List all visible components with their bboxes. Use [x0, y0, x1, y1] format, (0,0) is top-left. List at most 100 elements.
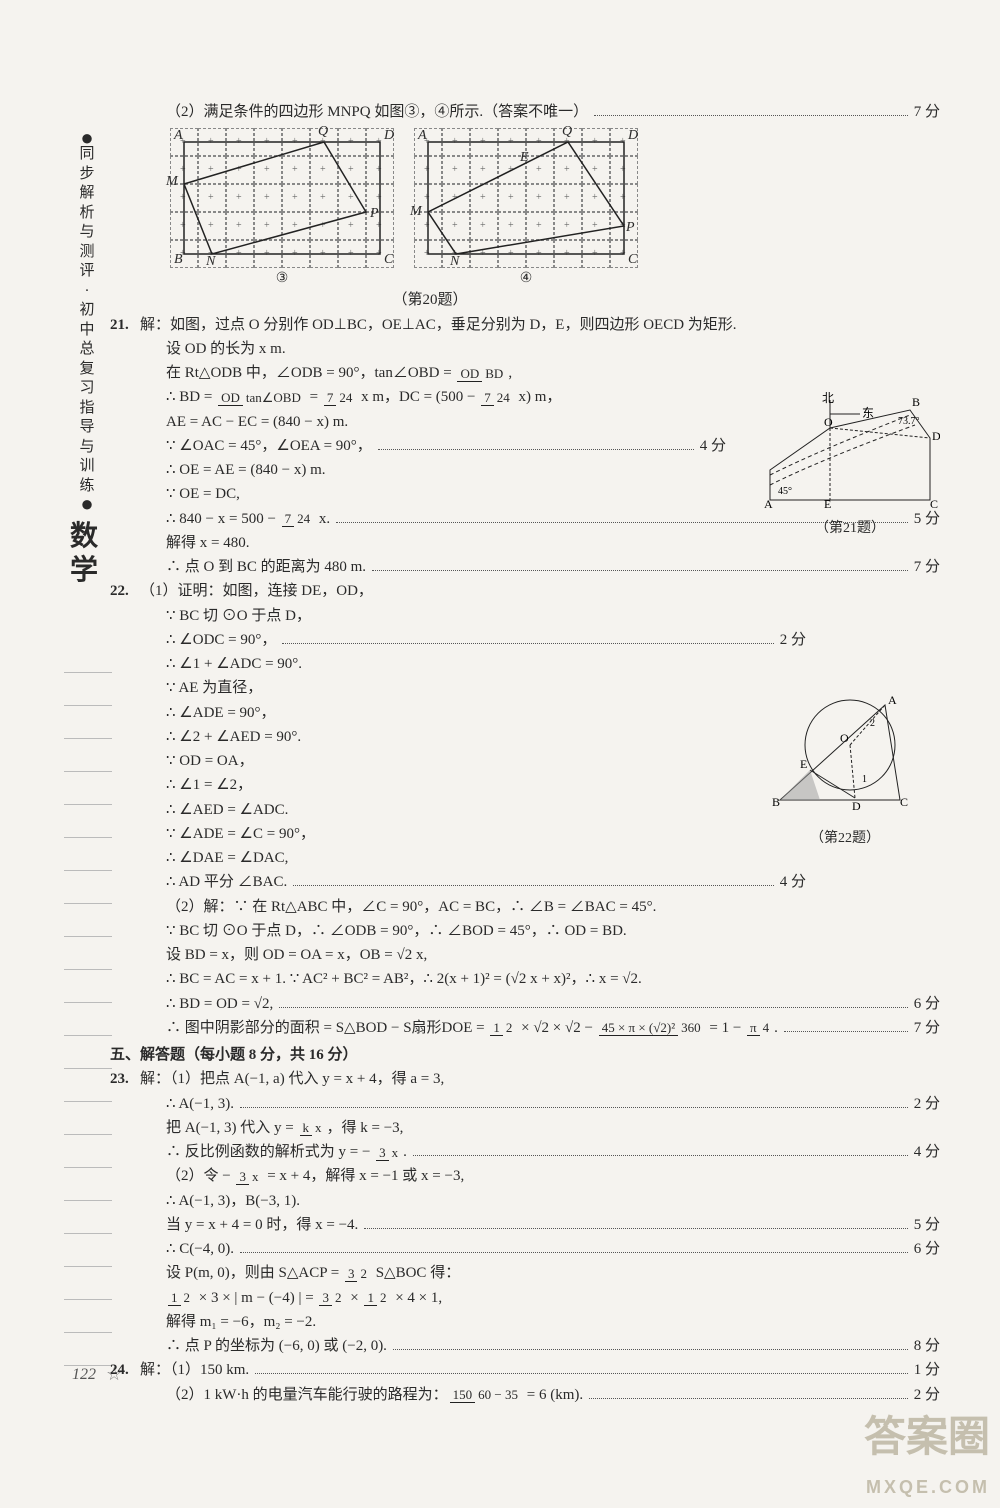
q23-k: 解得 m₁ = −6，m₂ = −2. [110, 1311, 940, 1334]
score-6: 6 分 [914, 993, 940, 1016]
score-7: 7 分 [914, 101, 940, 124]
pt-A: A [174, 128, 183, 144]
q23-l: ∴ 点 P 的坐标为 (−6, 0) 或 (−2, 0). [166, 1335, 387, 1358]
pt-M: M [166, 174, 178, 190]
q23-j: 12 × 3 × | m − (−4) | = 32 × 12 × 4 × 1, [110, 1287, 940, 1310]
svg-text:C: C [930, 497, 938, 510]
diagram-21: 北 东 A C D B O E 45° 73.7° （第21题） [760, 390, 940, 537]
q22-b: ∵ BC 切 ⊙O 于点 D， [110, 605, 940, 628]
q22-r: ∴ BD = OD = √2, [166, 993, 273, 1016]
score-2c: 2 分 [914, 1384, 940, 1407]
svg-text:2: 2 [870, 718, 875, 729]
pt-B: B [174, 252, 183, 268]
q23-g: 当 y = x + 4 = 0 时，得 x = −4. [166, 1214, 358, 1237]
diagram-22: A B C D E O 1 2 （第22题） [770, 690, 920, 847]
watermark: 答案圈 MXQE.COM [864, 1416, 990, 1500]
pt-N4: N [450, 254, 459, 270]
q22-a: （1）证明：如图，连接 DE，OD， [140, 583, 373, 599]
q22-s: ∴ 图中阴影部分的面积 = S△BOD − S扇形DOE = 12 × √2 ×… [166, 1017, 778, 1040]
q24-num: 24. [110, 1359, 140, 1382]
pt-C4: C [628, 252, 637, 268]
svg-text:A: A [888, 693, 897, 707]
pt-Q4: Q [562, 124, 572, 140]
score-2: 2 分 [780, 629, 806, 652]
pt-D4: D [628, 128, 638, 144]
q23-num: 23. [110, 1068, 140, 1091]
fig-label-4: ④ [414, 270, 638, 287]
watermark-main: 答案圈 [864, 1413, 990, 1460]
q21-num: 21. [110, 314, 140, 337]
q24-a: 解：（1）150 km. [140, 1362, 249, 1378]
q23-h: ∴ C(−4, 0). [166, 1238, 234, 1261]
watermark-sub: MXQE.COM [866, 1477, 990, 1497]
svg-text:D: D [932, 429, 940, 443]
score-4c: 4 分 [914, 1141, 940, 1164]
page-body: （2）满足条件的四边形 MNPQ 如图③，④所示.（答案不唯一） 7 分 +++… [110, 100, 940, 1408]
diagram-21-cap: （第21题） [760, 517, 940, 537]
score-4: 4 分 [700, 435, 726, 458]
pt-N: N [206, 254, 215, 270]
svg-text:O: O [840, 731, 849, 745]
svg-text:73.7°: 73.7° [898, 416, 920, 427]
q22-l: ∴ ∠DAE = ∠DAC, [110, 847, 940, 870]
score-6b: 6 分 [914, 1238, 940, 1261]
q22-m: ∴ AD 平分 ∠BAC. [166, 871, 287, 894]
score-5b: 5 分 [914, 1214, 940, 1237]
score-8: 8 分 [914, 1335, 940, 1358]
svg-text:B: B [912, 395, 920, 409]
pt-P4: P [626, 220, 635, 236]
figure-20-3: ++++++++++++++++++++++++++++++++++++++++… [170, 128, 394, 287]
svg-text:D: D [852, 799, 861, 813]
q24-b: （2）1 kW·h 的电量汽车能行驶的路程为：15060 − 35 = 6 (k… [166, 1384, 583, 1407]
q21-b: 设 OD 的长为 x m. [110, 338, 940, 361]
side-subject: 数学 [70, 520, 104, 587]
figure-20-row: ++++++++++++++++++++++++++++++++++++++++… [170, 128, 940, 287]
svg-text:A: A [764, 497, 773, 510]
page-number: 122 [72, 1366, 96, 1384]
fig20-caption: （第20题） [170, 289, 690, 312]
q23-c: 把 A(−1, 3) 代入 y = kx，得 k = −3, [110, 1117, 940, 1140]
q21-c: 在 Rt△ODB 中，∠ODB = 90°，tan∠OBD = ODBD, [110, 362, 940, 385]
score-1: 1 分 [914, 1359, 940, 1382]
q23-i: 设 P(m, 0)，则由 S△ACP = 32 S△BOC 得： [110, 1262, 940, 1285]
svg-text:45°: 45° [778, 486, 792, 497]
score-7c: 7 分 [914, 1017, 940, 1040]
q22-n: （2）解：∵ 在 Rt△ABC 中，∠C = 90°，AC = BC，∴ ∠B … [110, 896, 940, 919]
pt-A4: A [418, 128, 427, 144]
score-4b: 4 分 [780, 871, 806, 894]
score-2b: 2 分 [914, 1093, 940, 1116]
q22-p: 设 BD = x，则 OD = OA = x，OB = √2 x, [110, 944, 940, 967]
svg-text:E: E [800, 757, 807, 771]
q23-f: ∴ A(−1, 3)，B(−3, 1). [110, 1190, 940, 1213]
q22-d: ∴ ∠1 + ∠ADC = 90°. [110, 653, 940, 676]
svg-text:B: B [772, 795, 780, 809]
svg-text:1: 1 [862, 774, 867, 785]
q22-q: ∴ BC = AC = x + 1. ∵ AC² + BC² = AB²，∴ 2… [110, 968, 940, 991]
pt-D: D [384, 128, 394, 144]
q22-num: 22. [110, 580, 140, 603]
q23-d: ∴ 反比例函数的解析式为 y = − 3x. [166, 1141, 407, 1164]
q23-a: 解：（1）把点 A(−1, a) 代入 y = x + 4，得 a = 3, [140, 1071, 444, 1087]
margin-rule-lines [64, 640, 112, 1366]
pt-E4: E [520, 150, 529, 166]
q21-k: ∴ 点 O 到 BC 的距离为 480 m. [166, 556, 366, 579]
pt-Q: Q [318, 124, 328, 140]
figure-20-4: ++++++++++++++++++++++++++++++++++++++++… [414, 128, 638, 287]
q22-c: ∴ ∠ODC = 90°， [166, 629, 276, 652]
svg-text:东: 东 [862, 406, 874, 420]
q23-e: （2）令 − 3x = x + 4，解得 x = −1 或 x = −3, [110, 1165, 940, 1188]
svg-text:北: 北 [822, 391, 834, 405]
svg-text:O: O [824, 415, 833, 429]
section-5-head: 五、解答题（每小题 8 分，共 16 分） [110, 1044, 940, 1067]
q21-f: ∵ ∠OAC = 45°，∠OEA = 90°， [166, 435, 372, 458]
pt-P: P [370, 206, 379, 222]
diagram-22-cap: （第22题） [770, 827, 920, 847]
svg-text:C: C [900, 795, 908, 809]
q21-a: 解：如图，过点 O 分别作 OD⊥BC，OE⊥AC，垂足分别为 D，E，则四边形… [140, 317, 737, 333]
side-title: ●同步解析与测评·初中总复习指导与训练● [78, 130, 96, 512]
score-7b: 7 分 [914, 556, 940, 579]
pt-M4: M [410, 204, 422, 220]
fig-label-3: ③ [170, 270, 394, 287]
q22-o: ∵ BC 切 ⊙O 于点 D，∴ ∠ODB = 90°，∴ ∠BOD = 45°… [110, 920, 940, 943]
svg-text:E: E [824, 497, 831, 510]
